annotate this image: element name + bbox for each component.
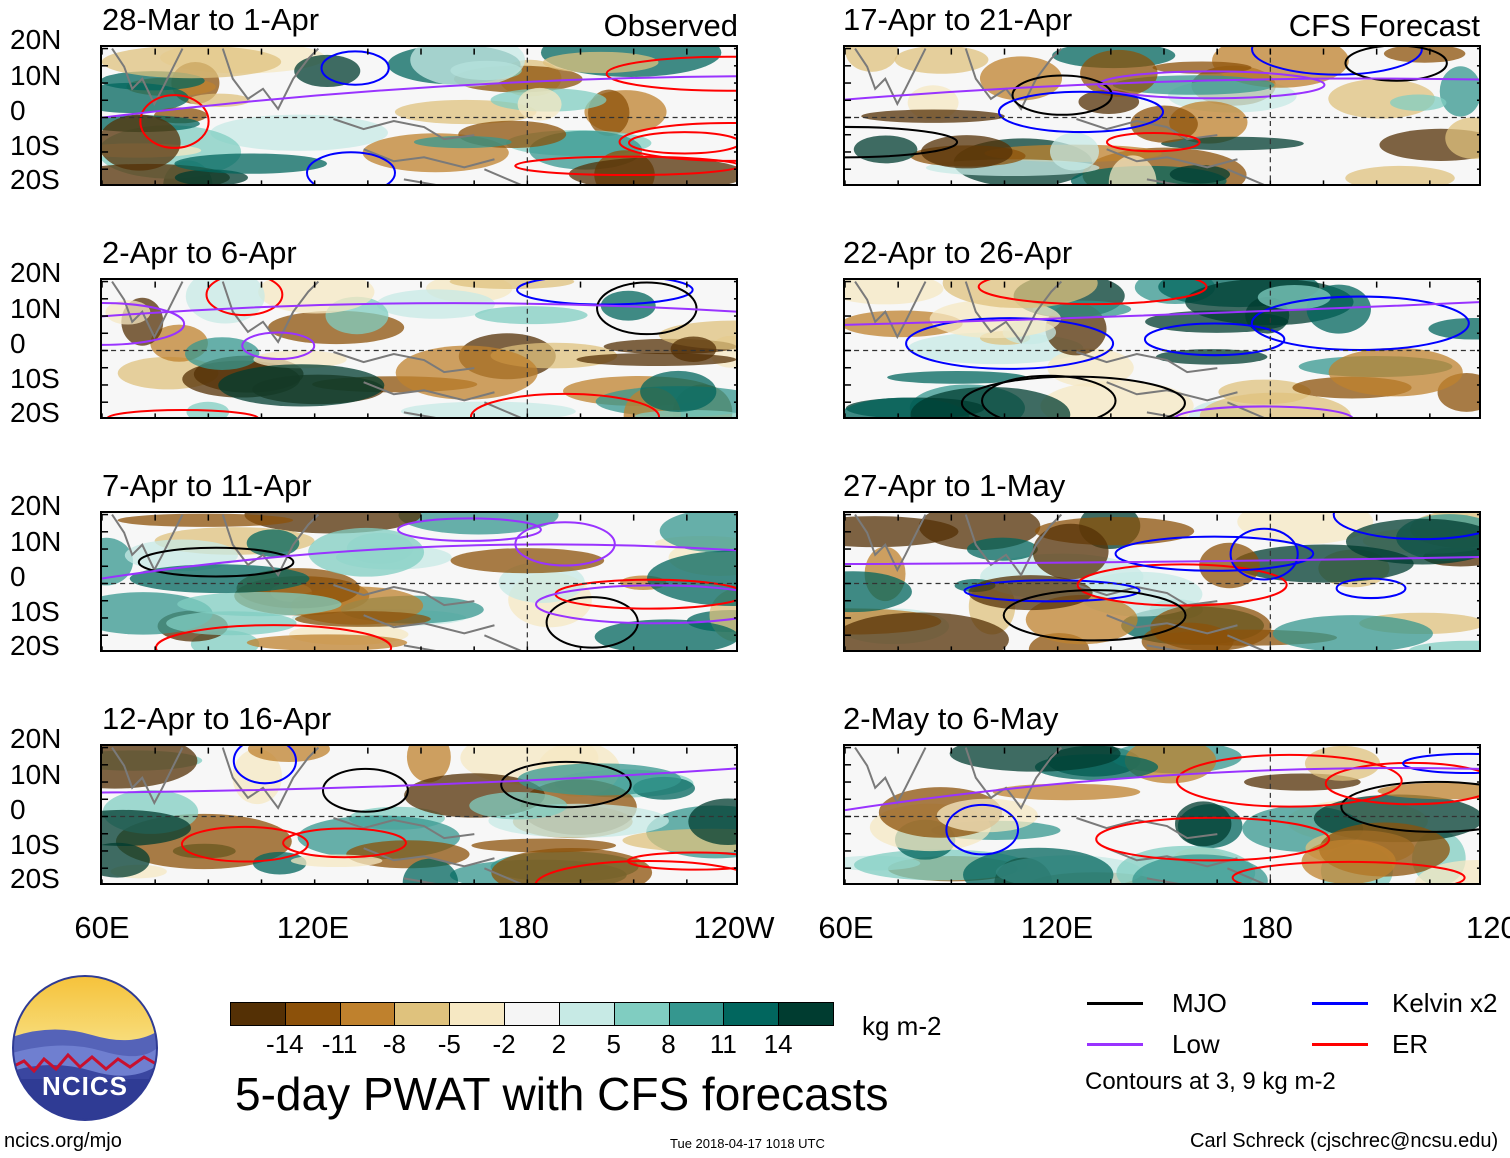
lat-label: 10S	[10, 130, 60, 161]
colorbar-cell	[504, 1002, 560, 1026]
panel-title-left-4: 12-Apr to 16-Apr	[102, 701, 332, 736]
lon-label-left-60e: 60E	[74, 910, 130, 945]
map-panel-left-1	[100, 45, 738, 186]
map-panel-left-4	[100, 744, 738, 885]
panel-title-right-1: 17-Apr to 21-Apr	[843, 2, 1073, 37]
colorbar-cell	[449, 1002, 506, 1026]
colorbar-cell	[723, 1002, 780, 1026]
colorbar-tick: -14	[266, 1029, 304, 1059]
lat-label: 10N	[10, 60, 62, 91]
lat-label: 0	[10, 95, 26, 126]
map-panel-right-1	[843, 45, 1481, 186]
map-svg	[845, 513, 1479, 650]
lon-label-left-180: 180	[497, 910, 549, 945]
legend-swatch-kelvin	[1312, 1002, 1368, 1005]
colorbar-tick: 8	[661, 1029, 676, 1059]
lat-label: 10S	[10, 596, 60, 627]
legend-label-mjo: MJO	[1172, 988, 1227, 1018]
legend-label-low: Low	[1172, 1029, 1220, 1059]
legend-label-er: ER	[1392, 1029, 1429, 1059]
colorbar-tick: -5	[437, 1029, 461, 1059]
forecast-label: CFS Forecast	[1288, 8, 1480, 43]
footer-url[interactable]: ncics.org/mjo	[4, 1130, 122, 1152]
colorbar-tick: -11	[321, 1029, 358, 1059]
footer-timestamp: Tue 2018-04-17 1018 UTC	[670, 1136, 825, 1151]
lat-label: 0	[10, 561, 26, 592]
panel-title-left-3: 7-Apr to 11-Apr	[102, 468, 312, 503]
colorbar-tick: -8	[382, 1029, 407, 1059]
legend-label-kelvin: Kelvin x2	[1392, 988, 1498, 1018]
lon-label-right-60e: 60E	[818, 910, 874, 945]
map-svg	[845, 746, 1479, 883]
lat-label: 10N	[10, 293, 62, 324]
lat-label: 20S	[10, 630, 60, 661]
legend-swatch-er	[1312, 1043, 1368, 1046]
colorbar-cell	[339, 1002, 396, 1026]
lat-label: 20N	[10, 490, 62, 521]
map-svg	[102, 47, 736, 184]
lat-label: 20S	[10, 164, 60, 195]
panel-title-left-2: 2-Apr to 6-Apr	[102, 235, 297, 270]
lon-label-right-120e: 120E	[1020, 910, 1094, 945]
lon-label-right-120w: 120W	[1466, 910, 1510, 945]
colorbar-tick: 14	[763, 1029, 793, 1059]
contours-note: Contours at 3, 9 kg m-2	[1085, 1068, 1336, 1095]
map-svg	[102, 513, 736, 650]
colorbar-cell	[394, 1002, 451, 1026]
ncics-logo: NCICS	[12, 975, 158, 1121]
lat-label: 20S	[10, 863, 60, 894]
panel-title-left-1: 28-Mar to 1-Apr	[102, 2, 320, 37]
map-svg	[102, 746, 736, 883]
colorbar-tick: 5	[606, 1029, 621, 1059]
map-panel-left-2	[100, 278, 738, 419]
map-svg	[102, 280, 736, 417]
lon-label-right-180: 180	[1241, 910, 1293, 945]
lat-label: 20N	[10, 257, 62, 288]
lat-label: 10S	[10, 829, 60, 860]
lat-label: 10N	[10, 759, 62, 790]
colorbar-cell	[668, 1002, 725, 1026]
lat-label: 10N	[10, 526, 62, 557]
map-panel-right-2	[843, 278, 1481, 419]
logo-text: NCICS	[42, 1071, 128, 1101]
colorbar-cell	[778, 1002, 834, 1026]
map-svg	[845, 47, 1479, 184]
lat-label: 0	[10, 794, 26, 825]
colorbar-tick: 2	[551, 1029, 567, 1059]
panel-title-right-2: 22-Apr to 26-Apr	[843, 235, 1073, 270]
map-panel-right-4	[843, 744, 1481, 885]
map-panel-left-3	[100, 511, 738, 652]
lat-label: 20S	[10, 397, 60, 428]
ncics-logo-icon	[12, 975, 158, 1121]
lat-label: 10S	[10, 363, 60, 394]
legend-swatch-mjo	[1087, 1002, 1143, 1005]
lon-label-left-120e: 120E	[276, 910, 350, 945]
lat-label: 20N	[10, 24, 62, 55]
lon-label-left-120w: 120W	[693, 910, 775, 945]
colorbar-units: kg m-2	[862, 1011, 942, 1041]
observed-label: Observed	[603, 8, 738, 43]
footer-credit: Carl Schreck (cjschrec@ncsu.edu)	[1190, 1130, 1499, 1152]
panel-title-right-4: 2-May to 6-May	[843, 701, 1059, 736]
colorbar-tick: 11	[709, 1029, 737, 1059]
panel-title-right-3: 27-Apr to 1-May	[843, 468, 1066, 503]
colorbar-cell	[284, 1002, 341, 1026]
lat-label: 20N	[10, 723, 62, 754]
lat-label: 0	[10, 328, 26, 359]
map-svg	[845, 280, 1479, 417]
colorbar-cell	[230, 1002, 286, 1026]
map-panel-right-3	[843, 511, 1481, 652]
colorbar-cell	[613, 1002, 670, 1026]
colorbar-tick: -2	[492, 1029, 516, 1059]
main-title: 5-day PWAT with CFS forecasts	[235, 1068, 889, 1120]
legend-swatch-low	[1087, 1043, 1143, 1046]
colorbar-cell	[558, 1002, 615, 1026]
